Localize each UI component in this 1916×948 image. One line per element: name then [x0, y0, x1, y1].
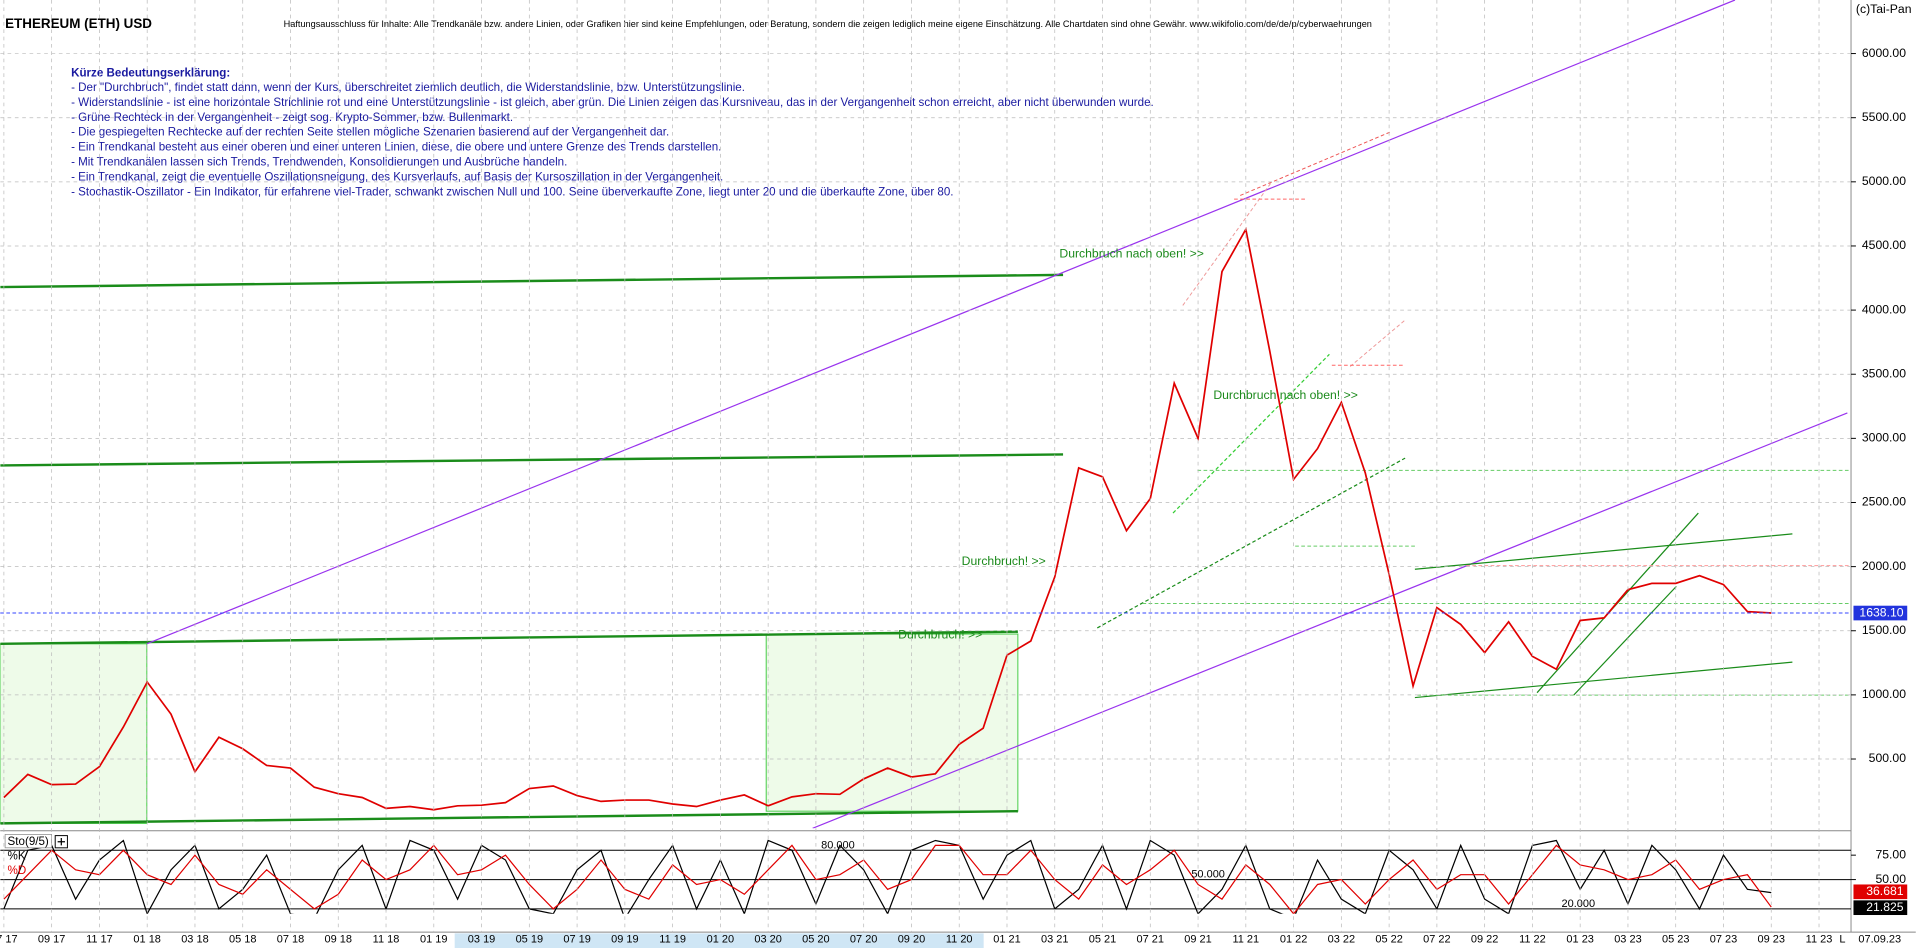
annotation: Durchbruch nach oben! >> — [1213, 388, 1358, 402]
series-line — [3, 839, 1772, 914]
x-tick-label: 07 20 — [850, 933, 878, 945]
last-value-box — [1853, 900, 1908, 916]
x-tick-label: 03 19 — [468, 933, 496, 945]
y-tick-label: 4500.00 — [1862, 238, 1906, 252]
price-panel — [0, 0, 1852, 829]
date-label: 07.09.23 — [1858, 933, 1901, 945]
x-tick-label: 09 19 — [611, 933, 639, 945]
y-tick-label: 500.00 — [1869, 751, 1907, 765]
level-label: 50.000 — [1191, 869, 1225, 881]
last-value-label: 36.681 — [1866, 884, 1904, 898]
x-tick-label: 09 20 — [898, 933, 926, 945]
last-value-box — [1853, 884, 1908, 900]
x-tick-label: 03 21 — [1041, 933, 1069, 945]
y-tick-label: 75.00 — [1875, 847, 1906, 861]
y-tick-label: 5000.00 — [1862, 174, 1906, 188]
y-tick-label: 4000.00 — [1862, 302, 1906, 316]
x-tick-label: 07 21 — [1137, 933, 1165, 945]
series-line — [3, 226, 1772, 811]
x-tick-label: 01 21 — [993, 933, 1021, 945]
note-line: - Ein Trendkanal besteht aus einer obere… — [71, 141, 721, 154]
note-line: - Ein Trendkanal, zeigt die eventuelle O… — [71, 170, 723, 183]
y-tick-label: 3000.00 — [1862, 431, 1906, 445]
annotation: Durchbruch! >> — [898, 627, 982, 641]
series-line — [3, 844, 1772, 914]
y-tick-label: 2000.00 — [1862, 559, 1906, 573]
x-tick-label: 07 18 — [277, 933, 304, 945]
legend-entry: %D — [8, 864, 27, 877]
y-tick-label: 50.00 — [1875, 872, 1906, 886]
disclaimer: Haftungsausschluss für Inhalte: Alle Tre… — [284, 19, 1372, 29]
x-tick-label: 01 19 — [420, 933, 448, 945]
y-tick-label: 2500.00 — [1862, 495, 1906, 509]
last-value-label: 21.825 — [1866, 900, 1904, 914]
level-label: 80.000 — [821, 839, 855, 851]
note-line: - Der "Durchbruch", findet statt dann, w… — [71, 81, 745, 94]
copyright: (c)Tai-Pan — [1856, 2, 1912, 16]
annotation: Durchbruch! >> — [962, 554, 1046, 568]
x-tick-label: 11 21 — [1232, 933, 1259, 945]
x-tick-label: 09 17 — [38, 933, 65, 945]
legend-entry: %K — [8, 849, 26, 862]
stochastic-panel — [0, 839, 1852, 914]
x-tick-label: 05 19 — [516, 933, 544, 945]
last-value-box — [1853, 605, 1908, 621]
x-tick-label: 05 21 — [1089, 933, 1117, 945]
x-tick-label: 07 19 — [563, 933, 591, 945]
x-tick-label: 03 23 — [1614, 933, 1642, 945]
x-tick-label: 05 23 — [1662, 933, 1689, 945]
notes-title: Kürze Bedeutungserklärung: — [71, 66, 230, 79]
y-tick-label: 1000.00 — [1862, 687, 1906, 701]
x-tick-label: 03 20 — [754, 933, 782, 945]
note-line: - Mit Trendkanälen lassen sich Trends, T… — [71, 156, 567, 169]
last-value-label: 1638.10 — [1859, 605, 1903, 619]
x-tick-label: 11 22 — [1519, 933, 1546, 945]
y-tick-label: 5500.00 — [1862, 110, 1906, 124]
y-tick-label: 1500.00 — [1862, 623, 1906, 637]
x-tick-label: 01 23 — [1566, 933, 1593, 945]
x-tick-label: 03 22 — [1328, 933, 1355, 945]
x-tick-label: 11 18 — [373, 933, 400, 945]
chart-title: ETHEREUM (ETH) USD — [5, 16, 152, 31]
x-tick-label: 05 20 — [802, 933, 830, 945]
note-line: - Die gespiegelten Rechtecke auf der rec… — [71, 126, 669, 139]
x-tick-label: 09 18 — [325, 933, 353, 945]
x-tick-label: 07 22 — [1423, 933, 1451, 945]
y-tick-label: 6000.00 — [1862, 46, 1906, 60]
indicator-title: Sto(9/5) — [8, 835, 49, 848]
x-tick-label: 01 22 — [1280, 933, 1308, 945]
note-line: - Stochastik-Oszillator - Ein Indikator,… — [71, 185, 953, 198]
x-tick-label: 11 17 — [86, 933, 113, 945]
x-tick-label: 01 18 — [133, 933, 161, 945]
y-tick-label: 3500.00 — [1862, 366, 1906, 380]
note-line: - Grüne Rechteck in der Vergangenheit - … — [71, 111, 513, 124]
x-end-label: L — [1839, 933, 1845, 945]
x-tick-label: 05 18 — [229, 933, 257, 945]
x-tick-label: 11 20 — [946, 933, 973, 945]
x-tick-label: 09 23 — [1758, 933, 1785, 945]
x-tick-label: 01 20 — [707, 933, 735, 945]
x-tick-label: 11 19 — [659, 933, 686, 945]
annotation: Durchbruch nach oben! >> — [1059, 246, 1204, 260]
level-label: 20.000 — [1561, 898, 1595, 910]
x-tick-label: 09 21 — [1184, 933, 1212, 945]
x-tick-label: 07 17 — [0, 933, 18, 945]
x-tick-label: 05 22 — [1375, 933, 1403, 945]
x-tick-label: 11 23 — [1806, 933, 1833, 945]
note-line: - Widerstandslinie - ist eine horizontal… — [71, 96, 1154, 109]
x-tick-label: 03 18 — [181, 933, 209, 945]
x-tick-label: 09 22 — [1471, 933, 1498, 945]
x-tick-label: 07 23 — [1710, 933, 1737, 945]
